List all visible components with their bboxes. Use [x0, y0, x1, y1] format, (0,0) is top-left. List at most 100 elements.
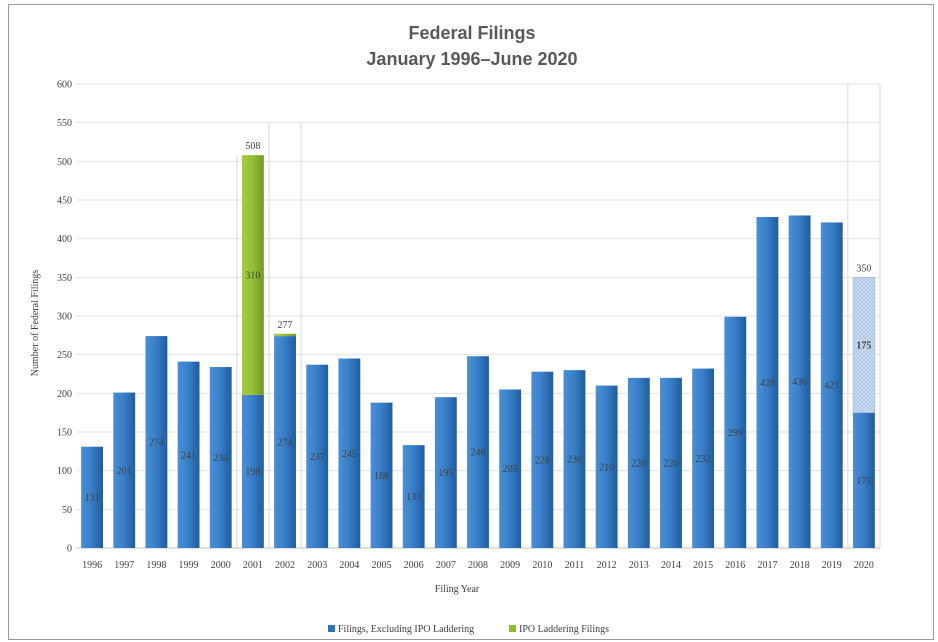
- x-tick-label: 2007: [436, 560, 456, 571]
- data-label-2016: 299: [728, 428, 743, 439]
- y-tick-label: 250: [57, 350, 72, 361]
- y-tick-label: 150: [57, 428, 72, 439]
- data-label-1997: 201: [117, 466, 132, 477]
- x-tick-label: 1997: [114, 560, 134, 571]
- y-tick-label: 300: [57, 312, 72, 323]
- x-tick-label: 2004: [339, 560, 359, 571]
- data-label-2013: 220: [631, 458, 646, 469]
- chart-frame: Federal Filings January 1996–June 2020 0…: [8, 4, 934, 640]
- x-tick-label: 2019: [822, 560, 842, 571]
- bar-excluding-ipo-2016: [724, 316, 747, 548]
- data-label-ipo-2001: 310: [245, 271, 260, 282]
- bar-excluding-ipo-1997: [113, 392, 136, 548]
- y-tick-label: 400: [57, 234, 72, 245]
- bar-excluding-ipo-1999: [177, 361, 200, 548]
- bar-excluding-ipo-2010: [531, 371, 554, 548]
- x-tick-label: 2008: [468, 560, 488, 571]
- bar-excluding-ipo-2012: [595, 385, 618, 548]
- legend-item-ipo-laddering: IPO Laddering Filings: [509, 624, 609, 635]
- bar-excluding-ipo-2008: [467, 356, 489, 548]
- x-tick-label: 2000: [211, 560, 231, 571]
- bar-excluding-ipo-2005: [370, 402, 393, 548]
- bar-excluding-ipo-2020: [852, 412, 875, 548]
- x-tick-label: 2009: [500, 560, 520, 571]
- data-label-1996: 131: [85, 493, 100, 504]
- data-label-2011: 230: [567, 455, 582, 466]
- data-label-2002: 274: [278, 438, 293, 449]
- x-tick-label: 2005: [372, 560, 392, 571]
- legend-item-excluding-ipo: Filings, Excluding IPO Laddering: [328, 624, 474, 635]
- y-tick-label: 550: [57, 118, 72, 129]
- federal-filings-chart: Federal Filings January 1996–June 2020 0…: [30, 23, 881, 635]
- data-labels: 131 201 274 241 234 198 274 237 245 188 133 195 248 2…: [85, 141, 872, 504]
- x-tick-label: 2014: [661, 560, 681, 571]
- bar-excluding-ipo-1996: [81, 446, 104, 548]
- y-axis-ticks: 0 50 100 150 200 250 300 350 400 450 500 550 600: [57, 80, 72, 555]
- bar-excluding-ipo-2006: [402, 445, 425, 548]
- data-label-2008: 248: [471, 448, 486, 459]
- data-label-2006: 133: [406, 492, 421, 503]
- y-axis-title: Number of Federal Filings: [30, 270, 41, 376]
- data-label-2000: 234: [213, 453, 228, 464]
- data-label-2012: 210: [599, 462, 614, 473]
- bar-excluding-ipo-2019: [820, 222, 843, 548]
- bar-excluding-ipo-1998: [145, 336, 168, 548]
- x-tick-label: 2016: [725, 560, 745, 571]
- bar-excluding-ipo-2009: [499, 389, 522, 548]
- bar-excluding-ipo-2017: [756, 217, 779, 548]
- bar-excluding-ipo-2011: [563, 370, 586, 548]
- x-tick-label: 2010: [532, 560, 552, 571]
- x-tick-label: 1998: [146, 560, 166, 571]
- data-label-2001: 198: [245, 467, 260, 478]
- legend-swatch-blue: [328, 625, 335, 632]
- bar-excluding-ipo-2013: [627, 377, 650, 548]
- data-label-1998: 274: [149, 438, 164, 449]
- x-tick-label: 2015: [693, 560, 713, 571]
- data-label-1999: 241: [181, 450, 196, 461]
- data-label-2019: 421: [824, 381, 839, 392]
- legend: Filings, Excluding IPO Laddering IPO Lad…: [328, 624, 609, 635]
- data-label-2017: 428: [760, 378, 775, 389]
- bar-excluding-ipo-2015: [692, 368, 715, 548]
- data-label-projection-2020: 175: [856, 341, 871, 352]
- x-tick-label: 2012: [597, 560, 617, 571]
- x-tick-label: 2011: [565, 560, 585, 571]
- bar-excluding-ipo-2014: [660, 377, 682, 548]
- chart-title: Federal Filings: [408, 23, 535, 43]
- x-tick-label: 2018: [790, 560, 810, 571]
- x-tick-label: 2003: [307, 560, 327, 571]
- y-tick-label: 500: [57, 157, 72, 168]
- x-axis-ticks: 1996 1997 1998 1999 2000 2001 2002 2003 2004 2005…: [82, 560, 874, 571]
- x-tick-label: 2017: [757, 560, 777, 571]
- data-label-2007: 195: [438, 468, 453, 479]
- bar-projection-2020: [852, 277, 876, 413]
- bar-excluding-ipo-2007: [434, 397, 457, 548]
- legend-swatch-green: [509, 625, 516, 632]
- data-label-2010: 228: [535, 455, 550, 466]
- chart-subtitle: January 1996–June 2020: [366, 49, 577, 69]
- y-tick-label: 100: [57, 466, 72, 477]
- y-tick-label: 50: [62, 505, 72, 516]
- y-tick-label: 450: [57, 196, 72, 207]
- data-label-2015: 232: [696, 454, 711, 465]
- x-tick-label: 1999: [179, 560, 199, 571]
- bar-excluding-ipo-2002: [274, 336, 296, 548]
- x-tick-label: 2020: [854, 560, 874, 571]
- x-axis-title: Filing Year: [435, 584, 480, 595]
- bar-excluding-ipo-2003: [306, 364, 329, 548]
- x-tick-label: 1996: [82, 560, 102, 571]
- x-tick-label: 2001: [243, 560, 263, 571]
- data-label-2018: 430: [792, 377, 807, 388]
- bar-excluding-ipo-2000: [209, 367, 232, 548]
- data-label-2005: 188: [374, 471, 389, 482]
- y-tick-label: 0: [67, 544, 72, 555]
- bar-excluding-ipo-2004: [338, 358, 361, 548]
- data-label-2004: 245: [342, 449, 357, 460]
- x-tick-label: 2013: [629, 560, 649, 571]
- bar-ipo-laddering-2001: [241, 155, 264, 395]
- y-tick-label: 600: [57, 80, 72, 91]
- bar-ipo-laddering-2002: [274, 333, 296, 337]
- x-tick-label: 2002: [275, 560, 295, 571]
- legend-label-ipo-laddering: IPO Laddering Filings: [519, 624, 609, 635]
- data-label-2020: 175: [856, 476, 871, 487]
